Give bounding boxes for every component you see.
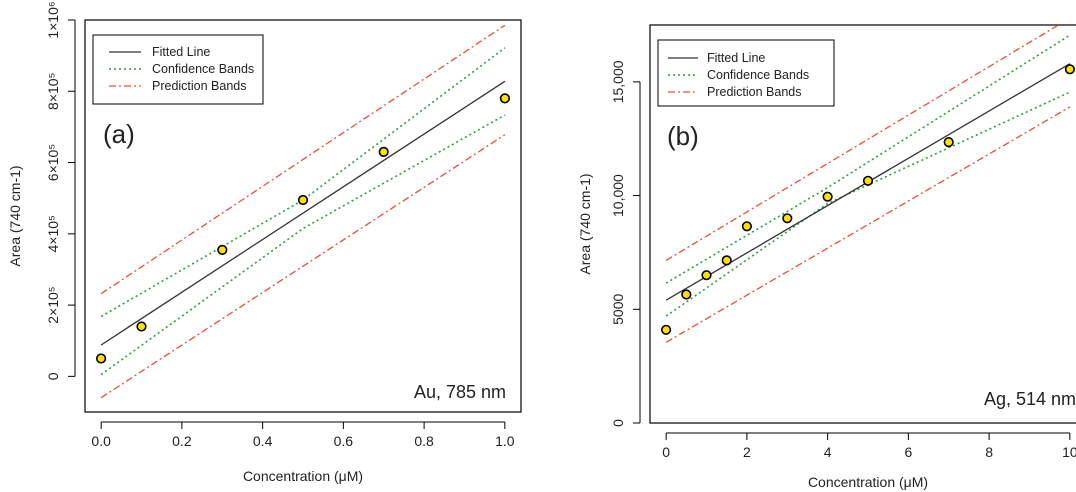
legend-entry-prediction: Prediction Bands xyxy=(707,85,802,99)
data-point xyxy=(741,221,753,232)
x-tick-label: 4 xyxy=(824,444,832,460)
data-point xyxy=(217,244,228,255)
x-tick-label: 10 xyxy=(1062,444,1076,460)
data-point xyxy=(136,321,147,332)
x-tick-label: 0.4 xyxy=(253,433,273,449)
plot-frame xyxy=(649,24,1076,424)
y-tick-label: 0 xyxy=(610,419,626,427)
x-tick-label: 6 xyxy=(904,444,912,460)
prediction-band-upper xyxy=(665,25,1060,261)
x-axis-label: Concentration (μM) xyxy=(808,474,928,490)
y-tick-label: 4×10⁵ xyxy=(45,215,61,252)
legend-entry-fit: Fitted Line xyxy=(707,51,765,65)
y-tick-label: 1×10⁶ xyxy=(45,1,61,38)
y-tick-label: 2×10⁵ xyxy=(45,286,61,323)
x-tick-label: 2 xyxy=(743,444,751,460)
x-tick-label: 8 xyxy=(985,444,993,460)
legend-box xyxy=(657,39,835,107)
chart-panel-b: 0 2 4 6 8 10 0 5000 10,000 15,000 Concentration … xyxy=(577,24,1076,490)
data-point xyxy=(943,137,954,148)
data-point xyxy=(721,255,732,266)
legend-entry-prediction: Prediction Bands xyxy=(152,79,247,93)
legend: Fitted Line Confidence Bands Prediction … xyxy=(657,39,835,107)
confidence-band-upper xyxy=(100,47,506,318)
legend: Fitted Line Confidence Bands Prediction … xyxy=(92,34,264,105)
data-point xyxy=(701,270,712,281)
data-point xyxy=(862,175,874,186)
y-tick-label: 10,000 xyxy=(610,174,626,217)
y-axis-label: Area (740 cm-1) xyxy=(7,165,23,266)
data-point xyxy=(499,93,511,104)
prediction-band-upper xyxy=(100,24,506,295)
data-point xyxy=(1064,64,1075,75)
y-tick-label: 8×10⁵ xyxy=(45,73,61,110)
legend-box xyxy=(92,34,264,105)
data-point xyxy=(95,353,107,364)
legend-entry-confidence: Confidence Bands xyxy=(152,62,254,76)
x-tick-label: 0 xyxy=(662,444,670,460)
prediction-band-lower xyxy=(100,134,506,399)
condition-label: Au, 785 nm xyxy=(414,382,506,402)
confidence-band-lower xyxy=(665,91,1071,317)
x-tick-label: 0.0 xyxy=(91,433,111,449)
data-point xyxy=(681,289,692,300)
panel-label: (a) xyxy=(103,119,135,149)
data-point xyxy=(378,146,389,157)
data-point xyxy=(297,194,309,206)
points-layer xyxy=(95,93,511,364)
x-tick-label: 0.6 xyxy=(334,433,354,449)
condition-label: Ag, 514 nm xyxy=(984,389,1076,409)
data-point xyxy=(822,191,833,202)
y-tick-label: 6×10⁵ xyxy=(45,144,61,181)
x-axis: 0 2 4 6 8 10 xyxy=(662,432,1076,460)
plot-frame xyxy=(84,19,522,413)
panel-label: (b) xyxy=(667,121,699,151)
points-layer xyxy=(660,64,1075,335)
x-tick-label: 0.2 xyxy=(172,433,192,449)
y-axis-label: Area (740 cm-1) xyxy=(577,173,593,274)
fitted-line xyxy=(100,80,506,346)
x-tick-label: 0.8 xyxy=(414,433,434,449)
prediction-band-lower xyxy=(665,106,1071,343)
y-axis: 0 5000 10,000 15,000 xyxy=(610,60,641,427)
x-axis: 0.0 0.2 0.4 0.6 0.8 1.0 xyxy=(91,421,515,449)
confidence-band-lower xyxy=(100,114,506,376)
data-point xyxy=(782,213,793,224)
y-tick-label: 5000 xyxy=(610,294,626,325)
y-tick-label: 0 xyxy=(45,372,61,380)
chart-panel-a: 0.0 0.2 0.4 0.6 0.8 1.0 0 2×10⁵ 4×10⁵ 6×10⁵ 8×10⁵… xyxy=(7,1,522,484)
legend-entry-fit: Fitted Line xyxy=(152,45,210,59)
data-point xyxy=(660,324,672,335)
x-tick-label: 1.0 xyxy=(495,433,515,449)
x-axis-label: Concentration (μM) xyxy=(243,468,363,484)
bands-layer xyxy=(100,24,506,399)
y-tick-label: 15,000 xyxy=(610,60,626,103)
legend-entry-confidence: Confidence Bands xyxy=(707,68,809,82)
y-axis: 0 2×10⁵ 4×10⁵ 6×10⁵ 8×10⁵ 1×10⁶ xyxy=(45,1,76,380)
